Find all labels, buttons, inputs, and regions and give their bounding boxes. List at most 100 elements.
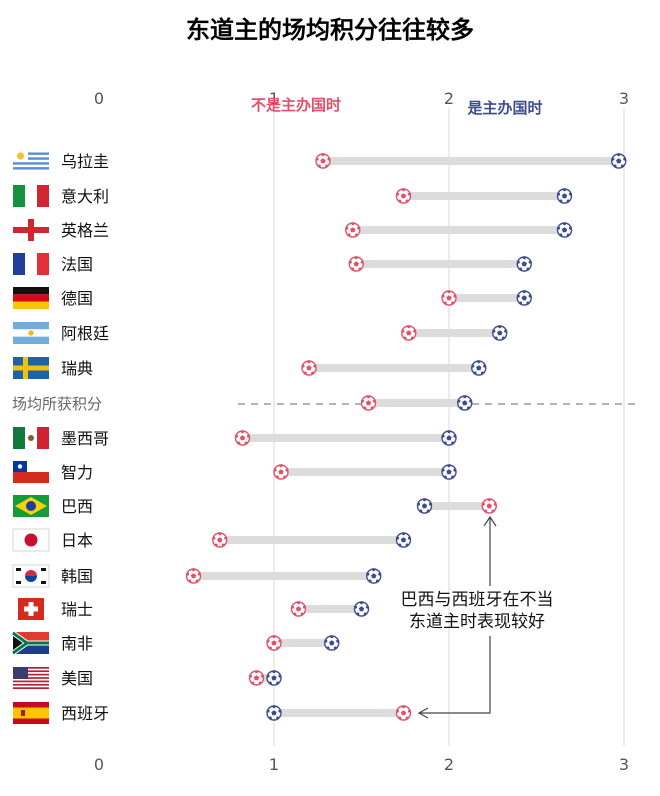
divider: 场均所获积分 (12, 395, 640, 413)
home-point (611, 153, 627, 169)
country-label: 德国 (61, 289, 93, 308)
home-point (441, 464, 457, 480)
row: 意大利 (13, 185, 573, 207)
row: 日本 (12, 528, 412, 552)
flag-icon (13, 427, 49, 449)
annotation-arrowhead-spain (417, 707, 429, 719)
row: 西班牙 (13, 702, 412, 724)
home-point (516, 256, 532, 272)
row: 阿根廷 (13, 322, 508, 344)
row: 德国 (13, 287, 532, 309)
flag-icon (13, 495, 49, 517)
row: 法国 (13, 253, 532, 275)
flag-icon (13, 253, 49, 275)
flag-icon (13, 461, 49, 483)
home-point (556, 188, 573, 204)
country-label: 瑞士 (61, 600, 93, 619)
x-axis-bottom: 0 1 2 3 (94, 755, 629, 774)
row: 瑞士 (18, 598, 370, 620)
home-point (457, 395, 473, 411)
away-point (441, 290, 457, 306)
away-point (360, 395, 377, 411)
row: 南非 (11, 630, 340, 656)
away-point (315, 153, 331, 169)
x-axis-top: 0 1 2 3 (94, 89, 629, 108)
away-point (481, 498, 497, 514)
gridlines (273, 108, 625, 746)
flag-icon (13, 219, 49, 241)
away-point (395, 705, 412, 721)
home-point (353, 601, 370, 617)
home-point (516, 290, 532, 306)
x-tick-label: 2 (444, 89, 454, 108)
annotation: 巴西与西班牙在不当 东道主时表现较好 (401, 515, 554, 719)
flag-icon (12, 564, 50, 588)
home-point (366, 568, 382, 584)
row: 巴西 (13, 495, 497, 517)
row: 瑞典 (13, 357, 487, 379)
x-tick-label: 0 (94, 755, 104, 774)
flag-icon (12, 528, 50, 552)
flag-icon (13, 287, 49, 309)
country-label: 西班牙 (61, 704, 109, 723)
country-label: 意大利 (61, 187, 109, 206)
x-tick-label: 0 (94, 89, 104, 108)
annotation-arrowhead-brazil (483, 515, 497, 527)
away-point (248, 670, 265, 686)
row: 英格兰 (13, 219, 573, 241)
flag-icon (13, 150, 49, 172)
country-label: 巴西 (61, 497, 93, 516)
away-point (185, 568, 202, 584)
chart-title: 东道主的场均积分往往较多 (186, 16, 474, 44)
country-label: 法国 (61, 255, 93, 274)
country-label: 美国 (61, 669, 93, 688)
row: 美国 (13, 667, 282, 689)
flag-icon (11, 630, 49, 656)
flag-icon (13, 667, 49, 689)
row: 韩国 (12, 564, 382, 588)
country-label: 英格兰 (61, 221, 109, 240)
annotation-line-2: 东道主时表现较好 (409, 612, 545, 632)
home-point (266, 705, 282, 721)
away-point (234, 430, 251, 446)
away-point (395, 188, 412, 204)
home-point (395, 532, 412, 548)
row: 智力 (13, 461, 457, 483)
away-point (301, 360, 317, 376)
country-label: 韩国 (61, 567, 93, 586)
row: 乌拉圭 (13, 150, 627, 172)
legend-home-label: 是主办国时 (466, 99, 542, 117)
away-point (212, 532, 228, 548)
home-point (471, 360, 487, 376)
country-label: 瑞典 (61, 359, 93, 378)
country-label: 墨西哥 (61, 429, 109, 448)
legend-away-label: 不是主办国时 (251, 96, 341, 114)
x-tick-label: 1 (269, 755, 279, 774)
x-tick-label: 1 (269, 89, 279, 108)
x-tick-label: 3 (619, 89, 629, 108)
away-point (273, 464, 289, 480)
flag-icon (13, 702, 49, 724)
away-point (266, 635, 282, 651)
flag-icon (13, 185, 49, 207)
divider-label: 场均所获积分 (12, 395, 102, 413)
flag-icon (13, 322, 49, 344)
away-point (401, 325, 417, 341)
away-point (348, 256, 364, 272)
row (360, 395, 473, 411)
home-point (492, 325, 508, 341)
country-label: 日本 (61, 531, 93, 550)
country-label: 阿根廷 (61, 324, 109, 343)
country-label: 智力 (61, 463, 93, 482)
home-point (441, 430, 457, 446)
country-label: 南非 (61, 634, 93, 653)
annotation-arrow-spain (420, 636, 491, 714)
x-tick-label: 3 (619, 755, 629, 774)
row: 墨西哥 (13, 427, 457, 449)
home-point (324, 635, 340, 651)
home-point (266, 670, 282, 686)
away-point (290, 601, 307, 617)
flag-icon (13, 357, 49, 379)
